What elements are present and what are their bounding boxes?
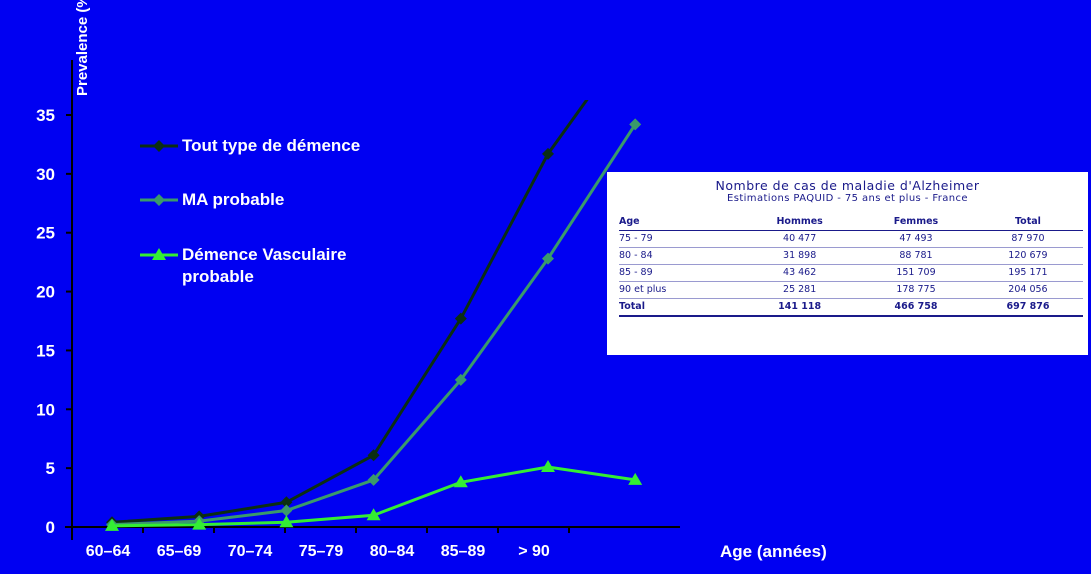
- x-tick-label: 60–64: [86, 543, 131, 560]
- table-cell: 151 709: [859, 264, 973, 282]
- x-tick-label: 85–89: [441, 543, 486, 560]
- table-cell: 195 171: [972, 264, 1083, 282]
- data-point: [541, 459, 555, 472]
- data-point: [628, 472, 643, 485]
- y-tick-label: 0: [46, 518, 55, 537]
- table-cell: 120 679: [972, 247, 1083, 265]
- legend-label: MA probable: [182, 190, 285, 209]
- table-cell: 80 - 84: [619, 247, 741, 265]
- x-tick-label: 70–74: [228, 543, 273, 560]
- data-point: [629, 27, 641, 39]
- y-tick-label: 5: [46, 459, 55, 478]
- table-cell: 141 118: [740, 298, 860, 317]
- legend-marker: [153, 140, 165, 152]
- data-point: [454, 373, 467, 386]
- table-row: 90 et plus 25 281 178 775 204 056: [619, 281, 1083, 299]
- table-cell: 90 et plus: [619, 281, 741, 299]
- x-tick-label: > 90: [518, 543, 550, 560]
- x-tick-label: 65–69: [157, 543, 202, 560]
- data-point: [454, 312, 467, 325]
- legend-label: Démence Vasculaire probable: [182, 245, 347, 286]
- series-line: [111, 123, 637, 527]
- y-axis-label: Prevalence (%): [74, 0, 91, 96]
- table-cell: Total: [619, 298, 741, 317]
- data-point: [629, 118, 642, 131]
- table-cell: 47 493: [859, 230, 973, 248]
- data-point: [280, 504, 293, 517]
- table: Age Hommes Femmes Total 75 - 79 40 477 47 493 8…: [619, 214, 1083, 317]
- data-point: [453, 475, 468, 488]
- table-cell: 40 477: [740, 230, 860, 248]
- data-point: [366, 508, 381, 521]
- table-cell: 204 056: [972, 281, 1083, 299]
- plot-area: [105, 27, 643, 531]
- table-cell: 25 281: [740, 281, 860, 299]
- data-point: [542, 147, 554, 160]
- y-tick-label: 20: [36, 283, 55, 302]
- data-point: [280, 496, 293, 509]
- table-cell: 85 - 89: [619, 264, 741, 282]
- x-axis-label: Age (années): [720, 542, 827, 561]
- y-tick-label: 10: [36, 400, 55, 419]
- data-point: [105, 518, 119, 531]
- legend-label: Tout type de démence: [182, 136, 361, 155]
- table-cell: Hommes: [740, 214, 860, 231]
- x-tick-label: 75–79: [299, 543, 344, 560]
- table-title: Nombre de cas de maladie d'Alzheimer: [715, 178, 980, 193]
- table-cell: Femmes: [859, 214, 973, 231]
- x-tick-label: 80–84: [370, 543, 415, 560]
- y-tick-label: 30: [36, 165, 55, 184]
- data-point: [367, 449, 380, 462]
- table-row: 80 - 84 31 898 88 781 120 679: [619, 247, 1083, 265]
- table-cell: 87 970: [972, 230, 1083, 248]
- table-row: Total 141 118 466 758 697 876: [619, 298, 1083, 317]
- data-point: [542, 252, 554, 265]
- table-row: 85 - 89 43 462 151 709 195 171: [619, 264, 1083, 282]
- table-cell: Total: [972, 214, 1083, 231]
- table-subtitle: Estimations PAQUID - 75 ans et plus - Fr…: [726, 193, 968, 204]
- y-tick-label: 35: [36, 106, 55, 125]
- y-tick-label: 15: [36, 341, 55, 360]
- table-cell: Age: [619, 214, 741, 231]
- cases-table: Nombre de cas de maladie d'Alzheimer Est…: [607, 172, 1088, 355]
- table-cell: 75 - 79: [619, 230, 741, 248]
- legend-marker: [152, 248, 166, 260]
- table-row: Age Hommes Femmes Total: [619, 214, 1083, 231]
- data-point: [192, 517, 207, 530]
- table-cell: 466 758: [859, 298, 973, 317]
- data-point: [279, 515, 294, 528]
- data-point: [367, 473, 380, 486]
- y-tick-label: 25: [36, 224, 55, 243]
- table-row: 75 - 79 40 477 47 493 87 970: [619, 230, 1083, 248]
- table-cell: 178 775: [859, 281, 973, 299]
- table-cell: 88 781: [859, 247, 973, 265]
- legend-marker: [153, 194, 165, 206]
- table-cell: 31 898: [740, 247, 860, 265]
- table-cell: 697 876: [972, 298, 1083, 317]
- table-cell: 43 462: [740, 264, 860, 282]
